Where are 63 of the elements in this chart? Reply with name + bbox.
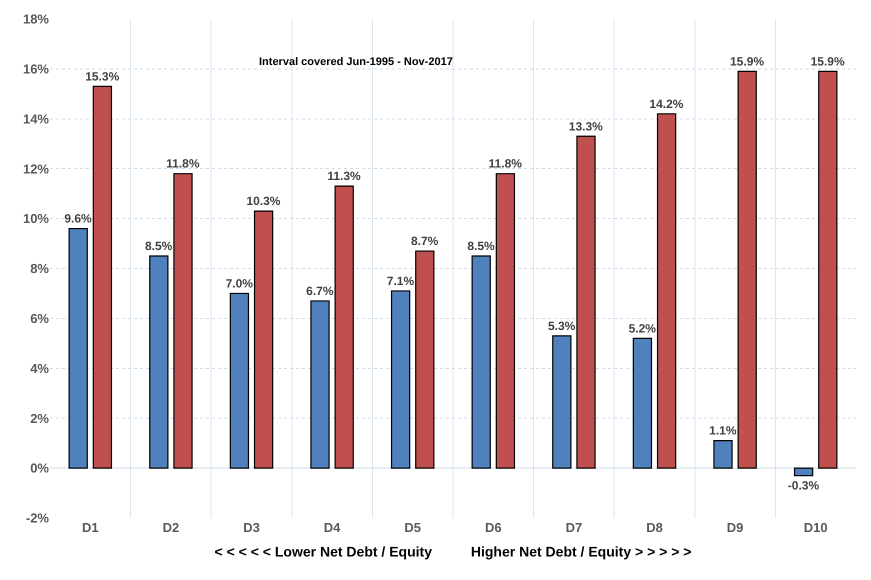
y-tick-label: 12% xyxy=(22,161,50,176)
x-tick-label: D10 xyxy=(804,520,828,535)
data-label: 11.8% xyxy=(488,156,522,171)
data-label: 15.3% xyxy=(85,69,120,84)
x-tick-label: D3 xyxy=(243,520,260,535)
data-label: 1.1% xyxy=(709,424,737,438)
bar xyxy=(68,228,88,469)
x-tick-label: D9 xyxy=(726,520,744,535)
bar xyxy=(390,290,410,469)
bar xyxy=(310,300,330,469)
y-tick-label: 8% xyxy=(30,261,50,276)
data-label: -0.3% xyxy=(788,478,820,493)
bar xyxy=(713,440,733,469)
x-tick-label: D7 xyxy=(566,520,582,535)
bar xyxy=(496,173,516,469)
data-label: 8.7% xyxy=(410,234,439,248)
x-tick-label: D4 xyxy=(324,520,342,535)
data-label: 8.5% xyxy=(467,239,496,254)
y-tick-label: -2% xyxy=(26,510,50,526)
data-label: 7.1% xyxy=(386,274,414,288)
data-label: 14.2% xyxy=(649,96,684,111)
bar xyxy=(173,173,193,469)
bar xyxy=(334,186,354,469)
data-label: 7.0% xyxy=(226,276,254,290)
x-tick-label: D6 xyxy=(484,520,502,535)
y-tick-label: 0% xyxy=(30,460,50,476)
x-tick-label: D8 xyxy=(646,520,663,535)
bar xyxy=(576,136,596,469)
annotation: Interval covered Jun-1995 - Nov-2017 xyxy=(259,56,453,68)
bar xyxy=(472,255,491,469)
y-tick-label: 4% xyxy=(30,360,50,376)
data-label: 15.9% xyxy=(730,54,764,68)
data-label: 5.2% xyxy=(628,321,656,336)
bar xyxy=(254,210,274,469)
data-label: 13.3% xyxy=(568,119,604,134)
data-label: 11.8% xyxy=(166,156,200,171)
bar xyxy=(818,70,838,469)
y-tick-label: 14% xyxy=(22,111,50,126)
x-axis-title: < < < < < Lower Net Debt / Equity Higher Net Debt / Equity > > > > > xyxy=(214,543,692,560)
y-tick-label: 2% xyxy=(30,410,50,426)
x-tick-label: D2 xyxy=(162,520,180,535)
bar xyxy=(656,113,676,469)
y-tick-label: 16% xyxy=(22,61,50,76)
x-tick-label: D5 xyxy=(404,520,422,535)
bar xyxy=(552,335,572,469)
data-label: 10.3% xyxy=(246,194,281,208)
y-tick-label: 10% xyxy=(22,211,50,226)
bar xyxy=(415,250,434,469)
data-label: 6.7% xyxy=(306,284,334,298)
y-tick-label: 6% xyxy=(30,310,50,326)
bar xyxy=(92,86,112,469)
bar xyxy=(632,338,652,469)
bar xyxy=(149,255,168,469)
y-tick-label: 18% xyxy=(22,12,50,27)
bar xyxy=(794,468,814,476)
bar xyxy=(230,292,250,469)
bar xyxy=(738,70,757,469)
data-label: 15.9% xyxy=(810,54,845,68)
data-label: 5.3% xyxy=(548,318,576,333)
data-label: 11.3% xyxy=(327,169,362,184)
x-tick-label: D1 xyxy=(82,520,99,535)
data-label: 9.6% xyxy=(64,212,92,226)
data-label: 8.5% xyxy=(144,239,173,254)
